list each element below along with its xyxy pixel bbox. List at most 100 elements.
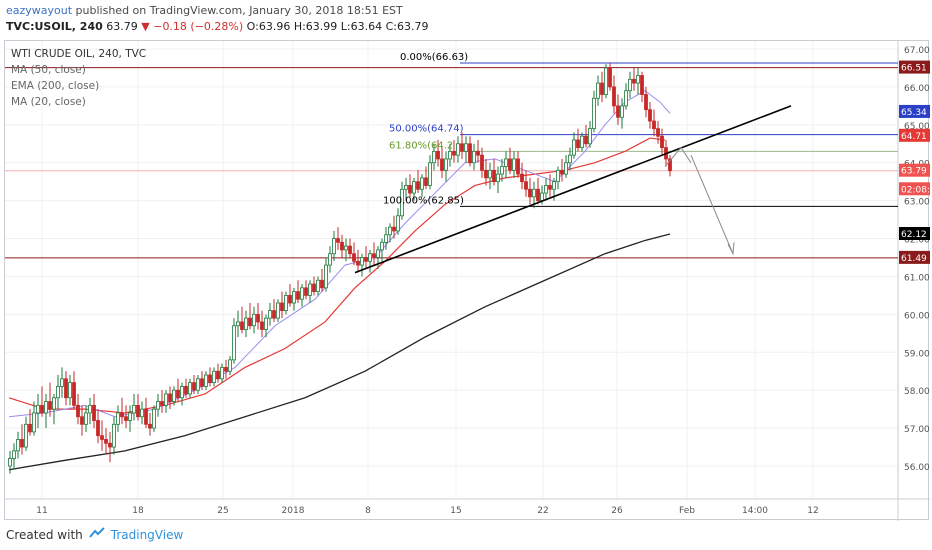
candle-body	[88, 404, 92, 414]
candle-body	[100, 435, 104, 440]
candle-body	[116, 412, 120, 425]
author-link[interactable]: eazywayout	[6, 4, 73, 17]
candle-body	[476, 150, 480, 156]
candle-body	[608, 67, 612, 88]
candle-body	[468, 143, 472, 164]
candle-body	[628, 78, 632, 92]
fib-label: 100.00%(62.85)	[383, 195, 464, 206]
candle-body	[24, 423, 28, 448]
candle-body	[232, 325, 236, 361]
legend-ema200[interactable]: EMA (200, close)	[11, 80, 99, 92]
y-tick-label: 67.00	[904, 46, 930, 56]
candle-body	[60, 378, 64, 387]
x-tick-label: 14:00	[742, 506, 768, 516]
candle-body	[500, 166, 504, 175]
candle-body	[72, 382, 76, 406]
candle-body	[244, 317, 248, 330]
candle-body	[576, 139, 580, 148]
price-chart[interactable]: 56.00 57.00 58.00 59.00 60.00 61.00 62.00 63.00…	[5, 41, 930, 521]
candle-body	[560, 169, 564, 175]
grid	[5, 41, 898, 499]
price-badge	[899, 128, 930, 142]
publish-text: published on TradingView.com, January 30…	[72, 4, 403, 17]
candle-body	[588, 128, 592, 145]
candle-body	[408, 185, 412, 194]
x-tick-label: 2018	[282, 506, 305, 516]
candle-body	[128, 412, 132, 421]
x-tick-label: 12	[807, 506, 818, 516]
candle-body	[432, 150, 436, 164]
candle-body	[392, 226, 396, 232]
legend-ma20[interactable]: MA (20, close)	[11, 96, 86, 108]
price-badge	[899, 250, 930, 264]
candle-body	[548, 185, 552, 190]
candle-body	[436, 150, 440, 160]
candle-body	[152, 408, 156, 429]
candle-body	[68, 382, 72, 399]
candle-body	[480, 154, 484, 171]
price-badge-label: 02:08:2	[901, 185, 930, 195]
candle-body	[304, 287, 308, 296]
y-tick-label: 60.00	[904, 311, 930, 321]
candle-body	[336, 238, 340, 243]
candle-body	[240, 321, 244, 330]
candle-body	[224, 367, 228, 372]
candle-body	[256, 313, 260, 323]
candle-body	[264, 317, 268, 330]
candle-body	[208, 374, 212, 384]
y-tick-label: 63.00	[904, 198, 930, 208]
candle-body	[360, 257, 364, 266]
candle-body	[620, 105, 624, 118]
candle-body	[364, 257, 368, 262]
y-tick-label: 65.00	[904, 122, 930, 132]
x-tick-label: 15	[450, 506, 461, 516]
publish-info: eazywayout published on TradingView.com,…	[6, 4, 403, 17]
candle-body	[212, 370, 216, 383]
candle-body	[616, 105, 620, 118]
trend-line[interactable]	[354, 105, 792, 274]
candle-body	[112, 423, 116, 448]
candle-body	[96, 420, 100, 437]
candle-body	[508, 158, 512, 171]
candle-body	[320, 279, 324, 289]
chart-frame[interactable]: 56.00 57.00 58.00 59.00 60.00 61.00 62.00 63.00…	[4, 40, 930, 521]
candle-body	[460, 143, 464, 152]
legend-title[interactable]: WTI CRUDE OIL, 240, TVC	[11, 48, 146, 60]
symbol: TVC:USOIL, 240	[6, 20, 103, 33]
price-change: ▼ −0.18 (−0.28%)	[141, 20, 244, 33]
candle-body	[488, 169, 492, 179]
candle-body	[384, 234, 388, 243]
candle-body	[36, 404, 40, 414]
candle-body	[440, 158, 444, 171]
candle-body	[200, 378, 204, 387]
candle-body	[108, 442, 112, 448]
candle-body	[340, 241, 344, 251]
candle-body	[160, 401, 164, 406]
candle-body	[568, 154, 572, 164]
legend-ma50[interactable]: MA (50, close)	[11, 64, 86, 76]
candle-body	[656, 128, 660, 137]
candle-body	[252, 313, 256, 327]
tradingview-brand[interactable]: TradingView	[110, 527, 184, 542]
candle-body	[516, 158, 520, 175]
candle-body	[148, 423, 152, 429]
x-tick-label: 22	[537, 506, 548, 516]
candle-body	[268, 310, 272, 319]
candle-body	[648, 109, 652, 122]
candle-body	[572, 139, 576, 156]
price-badge-label: 61.49	[901, 254, 927, 264]
candle-body	[368, 253, 372, 262]
pullback-arrow[interactable]	[664, 146, 692, 167]
price-badge-label: 66.51	[901, 64, 927, 74]
candle-body	[316, 279, 320, 293]
price-badge-label: 62.12	[901, 230, 927, 240]
candle-body	[84, 412, 88, 425]
candle-body	[236, 321, 240, 327]
price-badge-label: 65.34	[901, 108, 927, 118]
candle-body	[184, 385, 188, 395]
fib-label: 0.00%(66.63)	[400, 52, 468, 63]
price-badge-label: 63.79	[901, 167, 927, 177]
candle-body	[668, 158, 672, 172]
candle-body	[424, 177, 428, 186]
projection-arrow[interactable]	[690, 154, 734, 254]
